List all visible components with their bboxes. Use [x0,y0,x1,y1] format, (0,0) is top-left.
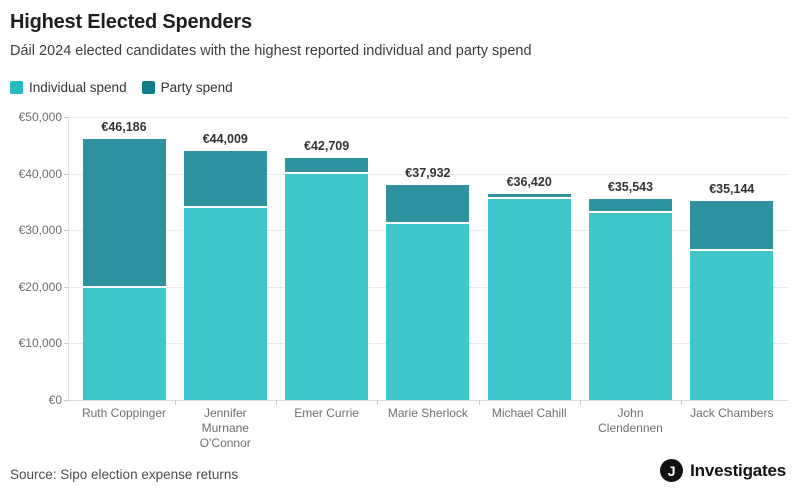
legend-label-party-spend: Party spend [160,80,233,95]
bar-jack-chambers [690,201,774,400]
bar-segment-individual-spend [183,208,267,400]
bar-segment-individual-spend [690,251,774,400]
legend-item-party-spend: Party spend [141,80,233,95]
bar-segment-party-spend [690,201,774,250]
bar-total-label: €42,709 [304,139,350,154]
x-tick-mark [174,400,176,405]
y-tick-mark [64,400,68,401]
bar-emer-currie [285,158,369,400]
bar-segment-divider [589,210,672,213]
bar-segment-divider [690,249,774,252]
gridline-50000 [68,117,788,118]
y-tick-mark [64,343,68,345]
bar-marie-sherlock [386,185,470,400]
bar-segment-individual-spend [285,173,369,400]
y-axis-line [68,117,69,400]
legend-swatch-individual-spend-icon [10,81,23,94]
x-axis-labels: Ruth Coppinger Jennifer Murnane O'Connor E… [68,406,788,454]
gridline-40000 [68,173,788,175]
bar-segment-individual-spend [487,198,571,400]
legend: Individual spend Party spend [10,80,233,95]
journal-logo-icon: J [660,459,684,482]
x-tick-mark [478,400,480,405]
bar-total-label: €35,543 [607,179,654,194]
legend-swatch-party-spend-icon [141,81,155,94]
bar-total-label: €37,932 [405,166,451,181]
bar-segment-party-spend [589,198,672,211]
x-category-label: Emer Currie [294,406,359,420]
bar-segment-party-spend [183,150,267,207]
bar-total-label: €44,009 [202,131,248,146]
x-tick-mark [275,400,277,405]
bar-total-label: €36,420 [506,174,552,189]
x-tick-mark [681,400,683,405]
x-category-label: Jack Chambers [690,406,774,420]
bar-segment-divider [183,206,267,209]
bar-total-label: €35,144 [709,182,755,197]
bar-segment-party-spend [285,158,369,172]
x-category-label: Michael Cahill [491,406,567,420]
bar-segment-party-spend [386,185,470,222]
plot-area: €46,186 €44,009 €42,709 €37,932 €36,420 €35,5… [64,117,788,405]
x-category-label: Ruth Coppinger [81,406,167,420]
y-tick-label: €0 [48,393,62,407]
y-tick-mark [64,230,68,232]
legend-item-individual-spend: Individual spend [10,80,127,95]
bar-segment-party-spend [82,138,166,286]
x-category-label: Jennifer Murnane O'Connor [199,406,251,450]
source-note: Source: Sipo election expense returns [10,467,239,482]
y-tick-label: €50,000 [18,110,62,124]
bar-segment-divider [285,171,369,174]
bar-segment-individual-spend [386,223,470,400]
y-tick-label: €40,000 [18,166,62,181]
bar-michael-cahill [487,193,571,400]
x-tick-mark [579,400,581,405]
y-tick-label: €10,000 [18,336,62,351]
y-tick-label: €20,000 [18,279,62,294]
bar-segment-divider [82,285,166,288]
chart-subtitle: Dáil 2024 elected candidates with the hi… [10,43,532,59]
bar-segment-party-spend [487,193,571,197]
y-tick-mark [64,286,68,288]
bar-jennifer-murnane-o-connor [183,150,267,400]
gridline-0 [68,400,788,401]
bar-segment-individual-spend [589,212,672,400]
y-axis-labels: €0 €10,000 €20,000 €30,000 €40,000 €50,000 [0,111,62,406]
bar-segment-divider [386,221,470,224]
y-tick-mark [64,117,68,118]
bar-segment-individual-spend [82,287,166,400]
bar-ruth-coppinger [82,138,166,400]
legend-label-individual-spend: Individual spend [29,80,127,95]
bar-total-label: €46,186 [101,119,147,134]
y-tick-mark [64,173,68,175]
x-tick-mark [377,400,379,405]
x-category-label: John Clendennen [598,406,663,435]
bar-segment-divider [487,196,571,199]
y-tick-label: €30,000 [18,223,62,238]
brand-logo: J Investigates [660,459,786,482]
x-category-label: Marie Sherlock [387,406,468,420]
bar-john-clendennen [589,198,672,400]
chart-title: Highest Elected Spenders [10,11,252,33]
brand-name: Investigates [690,460,786,480]
